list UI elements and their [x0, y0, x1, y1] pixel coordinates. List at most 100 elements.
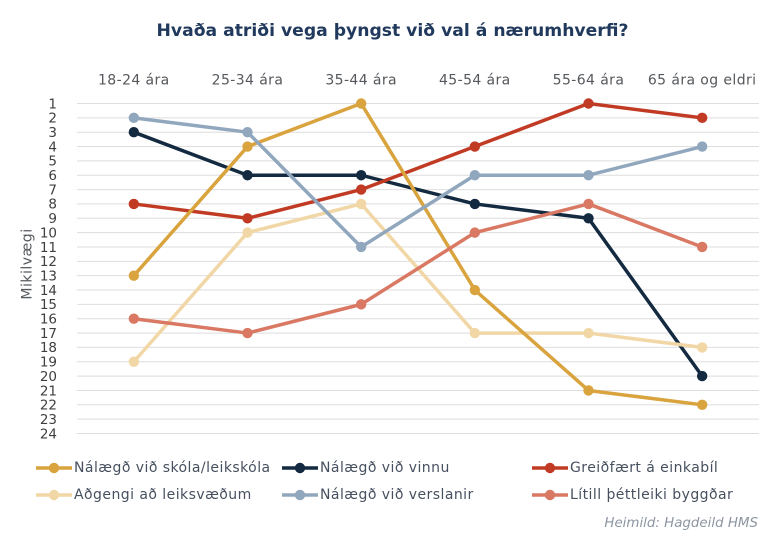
y-tick-label: 22 — [40, 398, 57, 414]
x-axis-label: 55-64 ára — [553, 73, 625, 89]
series-a-gengi-a-leiksv-um — [128, 198, 708, 367]
series-line — [132, 101, 704, 221]
legend-item[interactable]: Nálægð við verslanir — [282, 486, 474, 504]
series-marker[interactable] — [469, 327, 481, 339]
y-tick-label: 5 — [48, 154, 57, 170]
legend-label: Nálægð við vinnu — [320, 460, 450, 476]
y-tick-label: 10 — [40, 225, 57, 241]
series-marker[interactable] — [469, 284, 481, 296]
y-tick-label: 9 — [48, 211, 57, 227]
series-marker[interactable] — [355, 98, 367, 109]
series-marker[interactable] — [355, 170, 367, 181]
x-axis-label: 25-34 ára — [212, 73, 284, 89]
legend-marker-dot — [544, 462, 556, 474]
series-marker[interactable] — [128, 270, 140, 281]
y-tick-label: 8 — [48, 197, 57, 213]
series-marker[interactable] — [128, 198, 140, 210]
y-tick-label: 21 — [40, 383, 57, 399]
y-tick-label: 3 — [48, 125, 57, 141]
series-marker[interactable] — [128, 126, 140, 138]
series-n-l-g-vi-sk-la-leiksk-la — [128, 98, 708, 411]
series-line — [132, 202, 704, 364]
series-line — [132, 202, 704, 335]
legend-item[interactable]: Aðgengi að leiksvæðum — [36, 486, 252, 504]
x-axis-label: 65 ára og eldri — [648, 73, 757, 89]
y-tick-label: 13 — [40, 268, 57, 284]
x-axis-label: 45-54 ára — [439, 73, 511, 89]
x-axis-labels: 18-24 ára 25-34 ára 35-44 ára 45-54 ára 55-6… — [98, 73, 756, 89]
series-marker[interactable] — [583, 198, 594, 210]
y-tick-label: 2 — [48, 111, 57, 127]
y-axis-title: Mikilvægi — [20, 228, 36, 299]
y-tick-label: 1 — [48, 96, 57, 112]
legend-item[interactable]: Greiðfært á einkabíl — [532, 459, 718, 477]
source-note: Heimild: Hagdeild HMS — [604, 516, 758, 531]
series-marker[interactable] — [128, 313, 140, 324]
y-tick-label: 7 — [48, 182, 57, 198]
series-marker[interactable] — [696, 370, 708, 382]
series-marker[interactable] — [128, 356, 140, 367]
chart-title: Hvaða atriði vega þyngst við val á nærum… — [156, 21, 629, 41]
y-tick-label: 4 — [48, 139, 57, 155]
series-n-l-g-vi-vinnu — [128, 126, 708, 382]
series-marker[interactable] — [583, 385, 594, 396]
legend-marker — [532, 462, 568, 474]
series-marker[interactable] — [242, 126, 253, 138]
series-marker[interactable] — [242, 213, 253, 224]
series-marker[interactable] — [469, 227, 481, 238]
legend-marker-dot — [294, 489, 306, 501]
y-tick-label: 11 — [40, 240, 57, 256]
series-marker[interactable] — [696, 342, 708, 353]
series-marker[interactable] — [355, 198, 367, 210]
y-tick-label: 19 — [40, 355, 57, 371]
series-marker[interactable] — [583, 327, 594, 339]
series-marker[interactable] — [242, 141, 253, 152]
series-marker[interactable] — [242, 327, 253, 339]
series-marker[interactable] — [355, 184, 367, 195]
legend-item[interactable]: Nálægð við vinnu — [282, 459, 450, 477]
series-marker[interactable] — [128, 112, 140, 124]
y-tick-label: 24 — [40, 426, 57, 442]
y-tick-label: 16 — [40, 312, 57, 328]
series-marker[interactable] — [469, 141, 481, 152]
series-marker[interactable] — [696, 399, 708, 411]
series-line — [132, 116, 704, 249]
y-tick-label: 18 — [40, 340, 57, 356]
series-marker[interactable] — [696, 112, 708, 124]
legend-label: Nálægð við skóla/leikskóla — [74, 460, 271, 476]
x-axis-label: 35-44 ára — [325, 73, 397, 89]
legend-label: Aðgengi að leiksvæðum — [74, 487, 252, 503]
series-marker[interactable] — [583, 98, 594, 109]
series-marker[interactable] — [583, 213, 594, 224]
legend-marker — [36, 462, 72, 474]
series-marker[interactable] — [583, 170, 594, 181]
series-marker[interactable] — [355, 241, 367, 253]
y-tick-label: 6 — [48, 168, 57, 184]
series-line — [132, 101, 704, 407]
legend-marker-dot — [48, 489, 60, 501]
y-tick-label: 17 — [40, 326, 57, 342]
gridlines — [77, 103, 759, 434]
series-marker[interactable] — [355, 299, 367, 310]
series-marker[interactable] — [469, 170, 481, 181]
series-n-l-g-vi-verslanir — [128, 112, 708, 253]
series-marker[interactable] — [242, 227, 253, 238]
series-marker[interactable] — [469, 198, 481, 210]
legend-marker-dot — [48, 462, 60, 474]
series-marker[interactable] — [242, 170, 253, 181]
legend-item[interactable]: Lítill þéttleiki byggðar — [532, 486, 733, 504]
y-tick-label: 15 — [40, 297, 57, 313]
series-marker[interactable] — [696, 141, 708, 152]
y-tick-label: 12 — [40, 254, 57, 270]
series-marker[interactable] — [696, 241, 708, 253]
legend-marker — [532, 489, 568, 501]
y-tick-label: 14 — [40, 283, 57, 299]
legend-marker — [36, 489, 72, 501]
legend-item[interactable]: Nálægð við skóla/leikskóla — [36, 459, 271, 477]
legend-label: Greiðfært á einkabíl — [570, 460, 719, 476]
legend-marker-dot — [294, 462, 306, 474]
legend-marker — [282, 462, 318, 474]
